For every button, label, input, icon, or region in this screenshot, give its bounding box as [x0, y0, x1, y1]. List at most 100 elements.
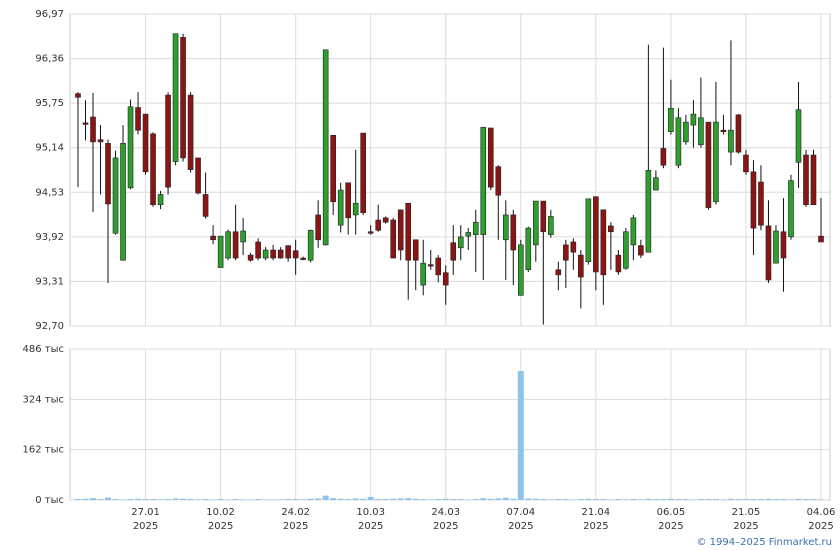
x-tick-label: 10.03: [356, 507, 385, 518]
volume-bar: [787, 499, 794, 500]
candle-body: [555, 269, 562, 276]
candle-body: [713, 121, 719, 203]
candle-body: [150, 133, 156, 206]
volume-bar: [127, 499, 134, 500]
candle-body: [157, 194, 164, 206]
candle-body: [382, 217, 389, 223]
volume-bar: [202, 499, 209, 500]
candle-body: [765, 225, 772, 281]
volume-bar: [427, 499, 434, 500]
volume-frame: [69, 348, 831, 501]
candle-body: [517, 244, 524, 296]
candle-body: [375, 219, 382, 231]
candle-body: [405, 202, 412, 261]
candle-body: [195, 157, 201, 194]
candle-body: [675, 117, 682, 166]
volume-bar: [97, 499, 104, 500]
volume-bar: [262, 499, 269, 500]
volume-bar: [435, 499, 442, 500]
volume-bar: [307, 498, 314, 500]
candle-body: [698, 117, 704, 146]
x-year-label: 2025: [208, 521, 233, 532]
candle-body: [683, 121, 689, 143]
volume-bar: [247, 499, 254, 500]
candle-body: [818, 235, 824, 243]
candle-body: [420, 262, 427, 286]
volume-bar: [82, 498, 89, 500]
volume-bar: [780, 499, 787, 500]
volume-bar: [622, 499, 629, 500]
volume-bar: [352, 498, 359, 500]
volume-bar: [502, 497, 509, 500]
volume-bar: [345, 499, 352, 500]
candle-body: [292, 250, 299, 259]
volume-bar: [750, 499, 757, 500]
candle-body: [202, 194, 209, 217]
volume-bar: [645, 498, 652, 500]
volume-bar: [772, 499, 779, 500]
candle-body: [705, 121, 712, 208]
candle-body: [690, 113, 697, 126]
candle-body: [638, 245, 644, 256]
y-tick-label: 92,70: [35, 321, 64, 332]
candle-body: [97, 139, 104, 143]
candle-body: [795, 109, 802, 163]
volume-bar: [690, 499, 697, 500]
candle-body: [285, 245, 291, 259]
candle-body: [788, 180, 794, 238]
volume-bar: [360, 498, 367, 500]
candle-body: [127, 106, 134, 189]
volume-bar: [240, 499, 247, 500]
volume-bar: [682, 499, 689, 500]
candle-body: [210, 235, 216, 241]
candle-body: [75, 93, 81, 98]
volume-bar: [697, 499, 704, 500]
candle-body: [247, 254, 254, 261]
x-year-label: 2025: [433, 521, 458, 532]
candle-body: [585, 198, 592, 263]
y-tick-label: 95,75: [35, 98, 64, 109]
y-tick-label: 162 тыс: [23, 445, 64, 456]
volume-bar: [442, 498, 449, 500]
candle-body: [82, 122, 89, 125]
volume-bar: [577, 499, 584, 500]
x-year-label: 2025: [808, 521, 833, 532]
candle-body: [352, 202, 359, 216]
x-year-label: 2025: [733, 521, 758, 532]
y-tick-label: 0 тыс: [35, 495, 64, 506]
candle-body: [728, 129, 734, 153]
candle-body: [743, 154, 749, 173]
volume-bar: [450, 499, 457, 500]
candle-body: [533, 200, 539, 246]
volume-bar: [225, 499, 232, 500]
candle-body: [472, 221, 479, 235]
candle-body: [720, 129, 727, 132]
volume-bar: [382, 499, 389, 500]
candle-body: [180, 37, 186, 159]
volume-bar: [667, 498, 674, 500]
volume-bar: [818, 499, 824, 500]
x-year-label: 2025: [583, 521, 608, 532]
volume-bar: [570, 499, 577, 500]
x-year-label: 2025: [283, 521, 308, 532]
volume-bar: [150, 499, 157, 500]
volume-bar: [757, 499, 764, 500]
volume-bar: [630, 499, 637, 500]
candle-body: [735, 114, 742, 153]
volume-bar: [412, 498, 419, 500]
candle-body: [525, 227, 532, 271]
volume-bar: [705, 499, 712, 500]
candle-body: [367, 231, 374, 234]
volume-bar: [540, 499, 547, 500]
candle-body: [487, 127, 494, 188]
x-year-label: 2025: [658, 521, 683, 532]
candle-body: [593, 196, 599, 273]
candle-body: [623, 231, 629, 269]
candle-body: [360, 132, 366, 214]
volume-bar: [615, 499, 622, 500]
candle-body: [322, 49, 329, 246]
candle-body: [540, 200, 547, 233]
volume-bar: [720, 499, 727, 500]
volume-bar: [232, 499, 239, 500]
